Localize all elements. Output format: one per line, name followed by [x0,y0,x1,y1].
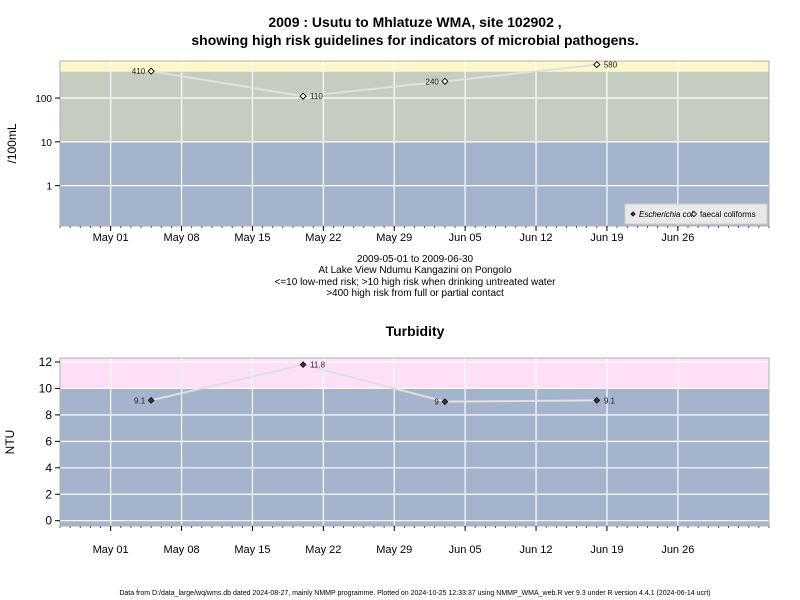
legend: Escherichia coli faecal coliforms [624,203,768,225]
x-tick-label: May 01 [93,232,129,244]
y-tick-label: 4 [45,461,52,475]
data-label: 580 [604,61,618,70]
data-label: 110 [310,92,323,101]
y-tick-label: 10 [41,138,53,149]
risk-zone [60,388,769,526]
caption-line: >400 high risk from full or partial cont… [326,288,504,299]
caption-line: <=10 low-med risk; >10 high risk when dr… [275,277,557,288]
footer-note: Data from D:/data_large/wq/wms.db dated … [119,590,710,597]
data-point [441,77,449,86]
x-tick-label: May 08 [164,232,200,244]
data-point [593,396,601,404]
data-point [147,67,155,75]
x-tick-label: Jun 12 [520,544,553,556]
turbidity-title: Turbidity [386,323,445,339]
legend-marker [630,211,636,217]
data-label: 9 [434,398,439,407]
y-tick-label: 6 [45,434,52,448]
x-tick-label: Jun 05 [449,544,482,556]
caption-line: At Lake View Ndumu Kangazini on Pongolo [318,265,512,276]
data-point [147,396,155,404]
data-label: 9.1 [604,396,616,405]
x-tick-label: May 15 [234,232,270,244]
data-label: 9.1 [134,396,146,405]
x-tick-label: Jun 12 [520,232,553,244]
data-label: 240 [426,77,440,86]
risk-zone [60,61,769,72]
legend-label: Escherichia coli [639,210,695,219]
y-tick-label: 10 [39,381,53,395]
x-tick-label: May 01 [93,544,129,556]
series-line [150,363,597,403]
legend-label: faecal coliforms [700,210,756,219]
x-tick-label: May 22 [305,232,341,244]
data-label: 11.8 [310,361,326,370]
legend-marker [690,210,698,218]
y-tick-label: 12 [39,355,53,369]
x-tick-label: Jun 19 [590,544,623,556]
data-point [593,60,601,69]
x-tick-label: May 15 [234,544,270,556]
x-tick-label: Jun 26 [661,544,694,556]
y-tick-label: 100 [35,94,52,105]
data-point [299,92,307,100]
series-line [150,63,597,98]
data-point [299,361,307,369]
data-point [441,398,449,406]
x-tick-label: May 29 [376,232,412,244]
y-tick-label: 2 [45,487,52,501]
risk-zone [60,358,769,389]
y-tick-label: 1 [46,182,52,193]
chart-title-line1: 2009 : Usutu to Mhlatuze WMA, site 10290… [268,14,561,30]
chart-title-line2: showing high risk guidelines for indicat… [191,32,638,48]
y-axis-label: /100mL [5,123,19,163]
y-axis-label: NTU [3,430,17,455]
x-tick-label: May 29 [376,544,412,556]
x-tick-label: Jun 05 [449,232,482,244]
y-tick-label: 8 [45,408,52,422]
caption-line: 2009-05-01 to 2009-06-30 [357,254,474,265]
microbial-panel: May 01 May 08 May 15 May 22 May 29 Jun 05 Jun … [5,60,770,244]
turbidity-panel: May 01 May 08 May 15 May 22 May 29 Jun 05 Jun … [3,355,770,556]
risk-zone [60,71,769,142]
x-tick-label: May 08 [164,544,200,556]
data-label: 410 [132,67,146,76]
x-tick-label: Jun 26 [661,232,694,244]
x-tick-label: May 22 [305,544,341,556]
x-tick-label: Jun 19 [590,232,623,244]
y-tick-label: 0 [45,514,52,528]
